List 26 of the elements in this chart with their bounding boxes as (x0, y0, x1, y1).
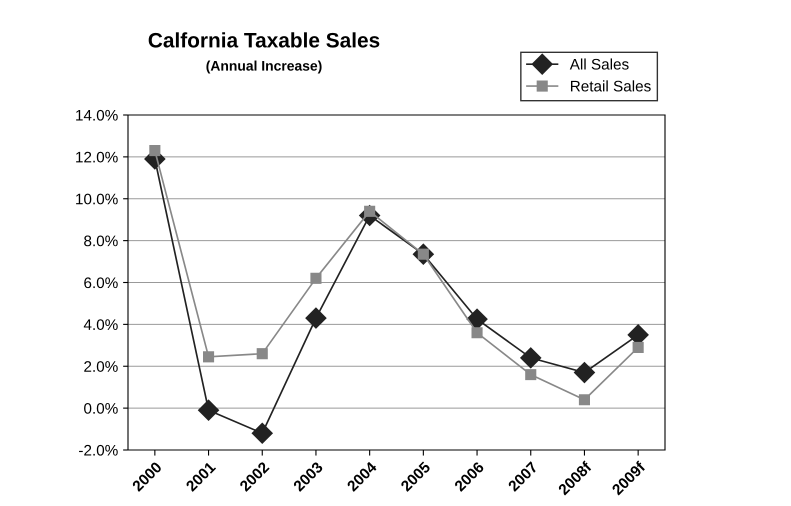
point (252, 422, 273, 444)
y-tick-label: 4.0% (84, 319, 118, 330)
point (525, 369, 536, 380)
legend-label: Retail Sales (570, 80, 651, 92)
chart-title: Calfornia Taxable Sales (148, 32, 380, 48)
point (578, 394, 590, 406)
y-tick-label: 10.0% (76, 194, 118, 204)
point (256, 348, 268, 360)
y-tick-label: -2.0% (79, 444, 118, 456)
point (310, 272, 322, 284)
point (198, 400, 220, 421)
y-tick-label: 8.0% (84, 235, 118, 246)
point (471, 327, 483, 338)
y-tick-label: 12.0% (76, 152, 118, 163)
point (632, 342, 644, 353)
y-tick-label: 0.0% (84, 402, 118, 414)
point (574, 362, 595, 384)
point (520, 347, 542, 368)
y-tick-label: 14.0% (76, 110, 118, 121)
point (305, 308, 326, 329)
y-tick-label: 2.0% (84, 361, 118, 372)
chart-subtitle: (Annual Increase) (206, 60, 322, 74)
point (149, 145, 160, 156)
point (202, 351, 214, 362)
legend-label: All Sales (570, 58, 629, 70)
y-tick-label: 6.0% (84, 277, 118, 288)
